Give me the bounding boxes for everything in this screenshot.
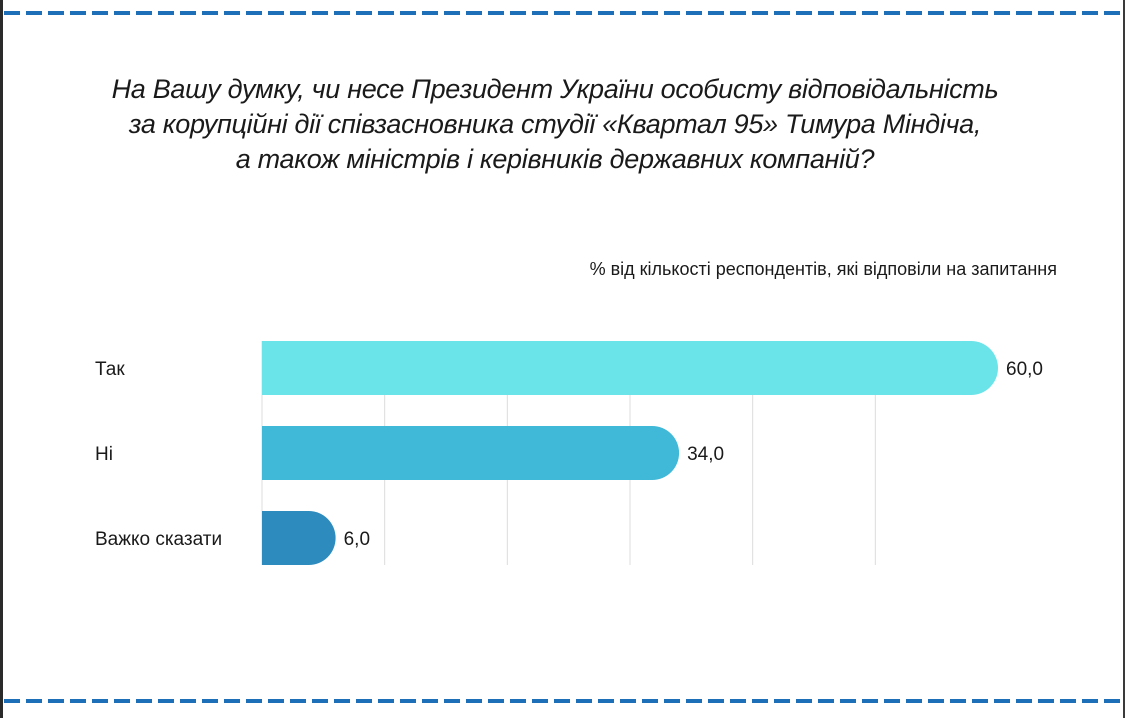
bar-0 bbox=[262, 341, 998, 395]
category-label-0: Так bbox=[95, 359, 125, 380]
value-label-2: 6,0 bbox=[344, 529, 370, 550]
value-label-0: 60,0 bbox=[1006, 359, 1043, 380]
top-dashed-border bbox=[4, 11, 1123, 15]
chart-title-line-2: за корупційні дії співзасновника студії … bbox=[128, 109, 982, 139]
frame-left-border bbox=[0, 0, 3, 718]
category-label-1: Ні bbox=[95, 444, 113, 465]
value-label-1: 34,0 bbox=[687, 444, 724, 465]
bar-2 bbox=[262, 511, 336, 565]
bottom-dashed-border bbox=[4, 699, 1123, 703]
chart-title: На Вашу думку, чи несе Президент України… bbox=[0, 72, 1110, 177]
chart-subtitle: % від кількості респондентів, які відпов… bbox=[589, 259, 1057, 279]
chart-title-line-3: а також міністрів і керівників державних… bbox=[235, 144, 875, 174]
chart-title-line-1: На Вашу думку, чи несе Президент України… bbox=[111, 74, 999, 104]
category-label-2: Важко сказати bbox=[95, 529, 222, 550]
bar-1 bbox=[262, 426, 680, 481]
frame-right-border bbox=[1123, 0, 1125, 718]
